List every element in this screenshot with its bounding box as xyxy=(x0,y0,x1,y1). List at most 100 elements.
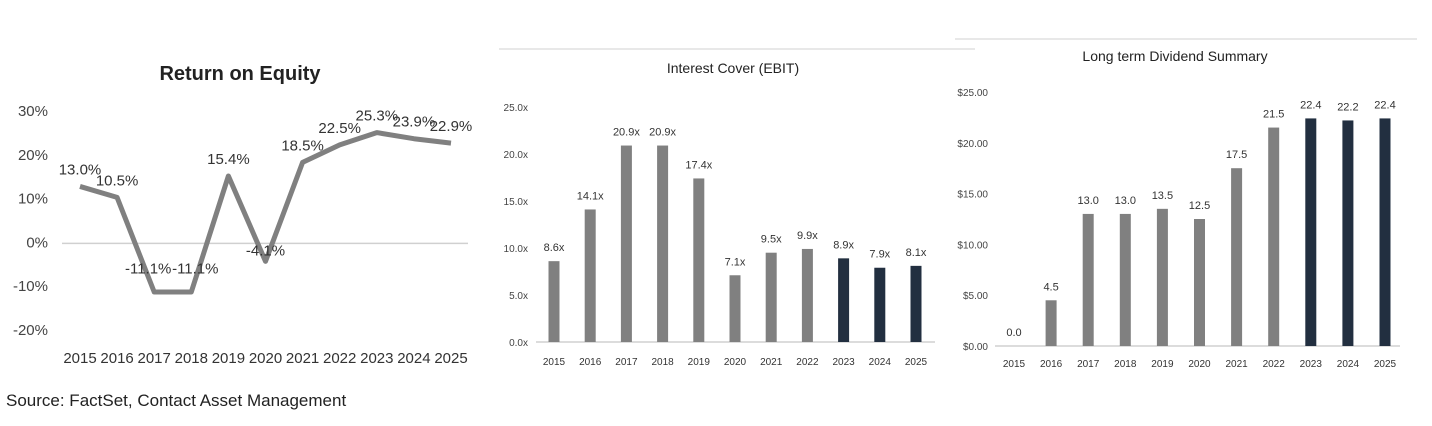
x-tick-label: 2022 xyxy=(323,350,356,367)
bar xyxy=(1379,118,1391,346)
x-tick-label: 2016 xyxy=(100,350,133,367)
data-label: 13.0% xyxy=(59,161,102,178)
y-tick-label: 10.0x xyxy=(504,244,528,255)
y-tick-label: 0% xyxy=(26,234,48,251)
chart-title: Return on Equity xyxy=(159,63,321,85)
data-label: 23.9% xyxy=(393,114,436,131)
bar xyxy=(1194,219,1205,346)
data-label: 25.3% xyxy=(356,108,399,125)
x-tick-label: 2017 xyxy=(1077,359,1100,370)
x-tick-label: 2022 xyxy=(796,357,819,368)
x-tick-label: 2015 xyxy=(543,357,566,368)
data-label: 10.5% xyxy=(96,172,139,189)
data-label: 7.1x xyxy=(725,256,746,268)
data-label: 21.5 xyxy=(1263,109,1284,121)
data-label: 22.5% xyxy=(318,120,361,137)
y-tick-label: 20.0x xyxy=(504,150,528,161)
x-tick-label: 2020 xyxy=(1188,359,1211,370)
x-tick-label: 2023 xyxy=(832,357,855,368)
y-tick-label: $15.00 xyxy=(957,190,988,201)
data-label: 15.4% xyxy=(207,151,250,168)
data-label: 17.5 xyxy=(1226,149,1247,161)
x-tick-label: 2024 xyxy=(397,350,430,367)
data-label: 4.5 xyxy=(1043,281,1058,293)
bar xyxy=(1342,120,1354,346)
chart-title: Interest Cover (EBIT) xyxy=(667,60,799,76)
bar xyxy=(1231,168,1243,346)
bar xyxy=(765,252,777,342)
data-label: 22.2 xyxy=(1337,101,1358,113)
x-tick-label: 2020 xyxy=(724,357,747,368)
data-label: 22.9% xyxy=(430,118,473,135)
x-tick-label: 2015 xyxy=(63,350,96,367)
data-label: -4.1% xyxy=(246,242,285,259)
x-tick-label: 2022 xyxy=(1263,359,1286,370)
y-tick-label: 25.0x xyxy=(504,103,528,114)
data-label: 20.9x xyxy=(613,127,640,139)
bar xyxy=(584,209,596,342)
x-tick-label: 2015 xyxy=(1003,359,1026,370)
x-tick-label: 2019 xyxy=(212,350,245,367)
bar xyxy=(1045,300,1057,346)
bar xyxy=(548,261,560,342)
x-tick-label: 2020 xyxy=(249,350,282,367)
x-tick-label: 2025 xyxy=(1374,359,1397,370)
x-tick-label: 2021 xyxy=(1225,359,1248,370)
bar xyxy=(729,275,741,342)
data-label: 9.9x xyxy=(797,230,818,242)
x-tick-label: 2019 xyxy=(688,357,711,368)
bar xyxy=(801,248,813,342)
data-label: 22.4 xyxy=(1300,99,1321,111)
y-tick-label: -20% xyxy=(13,322,48,339)
bar xyxy=(1156,208,1168,346)
x-tick-label: 2024 xyxy=(869,357,892,368)
data-label: 13.0 xyxy=(1115,195,1136,207)
y-tick-label: $25.00 xyxy=(957,88,988,99)
data-label: 18.5% xyxy=(281,137,324,154)
chart-title: Long term Dividend Summary xyxy=(1082,48,1267,64)
y-tick-label: $0.00 xyxy=(963,342,988,353)
data-label: 13.5 xyxy=(1152,190,1173,202)
data-label: -11.1% xyxy=(172,260,218,277)
data-label: 8.6x xyxy=(544,242,565,254)
data-label: 14.1x xyxy=(577,190,604,202)
x-tick-label: 2019 xyxy=(1151,359,1174,370)
y-tick-label: 20% xyxy=(18,147,48,164)
data-label: 8.1x xyxy=(906,247,927,259)
bar xyxy=(910,265,922,342)
bar xyxy=(693,178,705,342)
bar xyxy=(1268,127,1280,346)
y-tick-label: 0.0x xyxy=(509,338,528,349)
y-tick-label: $5.00 xyxy=(963,291,988,302)
data-label: 22.4 xyxy=(1374,99,1395,111)
bar xyxy=(1082,213,1094,346)
data-label: 9.5x xyxy=(761,234,782,246)
data-label: 7.9x xyxy=(869,249,890,261)
bar xyxy=(1305,118,1317,346)
bar xyxy=(874,267,886,342)
x-tick-label: 2021 xyxy=(760,357,783,368)
y-tick-label: 30% xyxy=(18,103,48,120)
y-tick-label: $20.00 xyxy=(957,139,988,150)
x-tick-label: 2023 xyxy=(1300,359,1323,370)
data-label: 8.9x xyxy=(833,239,854,251)
bar xyxy=(620,145,632,342)
x-tick-label: 2021 xyxy=(286,350,319,367)
data-label: 0.0 xyxy=(1006,327,1021,339)
x-tick-label: 2024 xyxy=(1337,359,1360,370)
data-label: 20.9x xyxy=(649,127,676,139)
y-tick-label: $10.00 xyxy=(957,240,988,251)
x-tick-label: 2023 xyxy=(360,350,393,367)
x-tick-label: 2017 xyxy=(615,357,638,368)
data-label: 12.5 xyxy=(1189,200,1210,212)
x-tick-label: 2018 xyxy=(651,357,674,368)
x-tick-label: 2017 xyxy=(138,350,171,367)
x-tick-label: 2018 xyxy=(1114,359,1137,370)
y-tick-label: -10% xyxy=(13,278,48,295)
data-label: 17.4x xyxy=(685,159,712,171)
x-tick-label: 2018 xyxy=(175,350,208,367)
x-tick-label: 2016 xyxy=(1040,359,1063,370)
y-tick-label: 5.0x xyxy=(509,291,528,302)
roe-line xyxy=(79,130,452,295)
x-tick-label: 2016 xyxy=(579,357,602,368)
